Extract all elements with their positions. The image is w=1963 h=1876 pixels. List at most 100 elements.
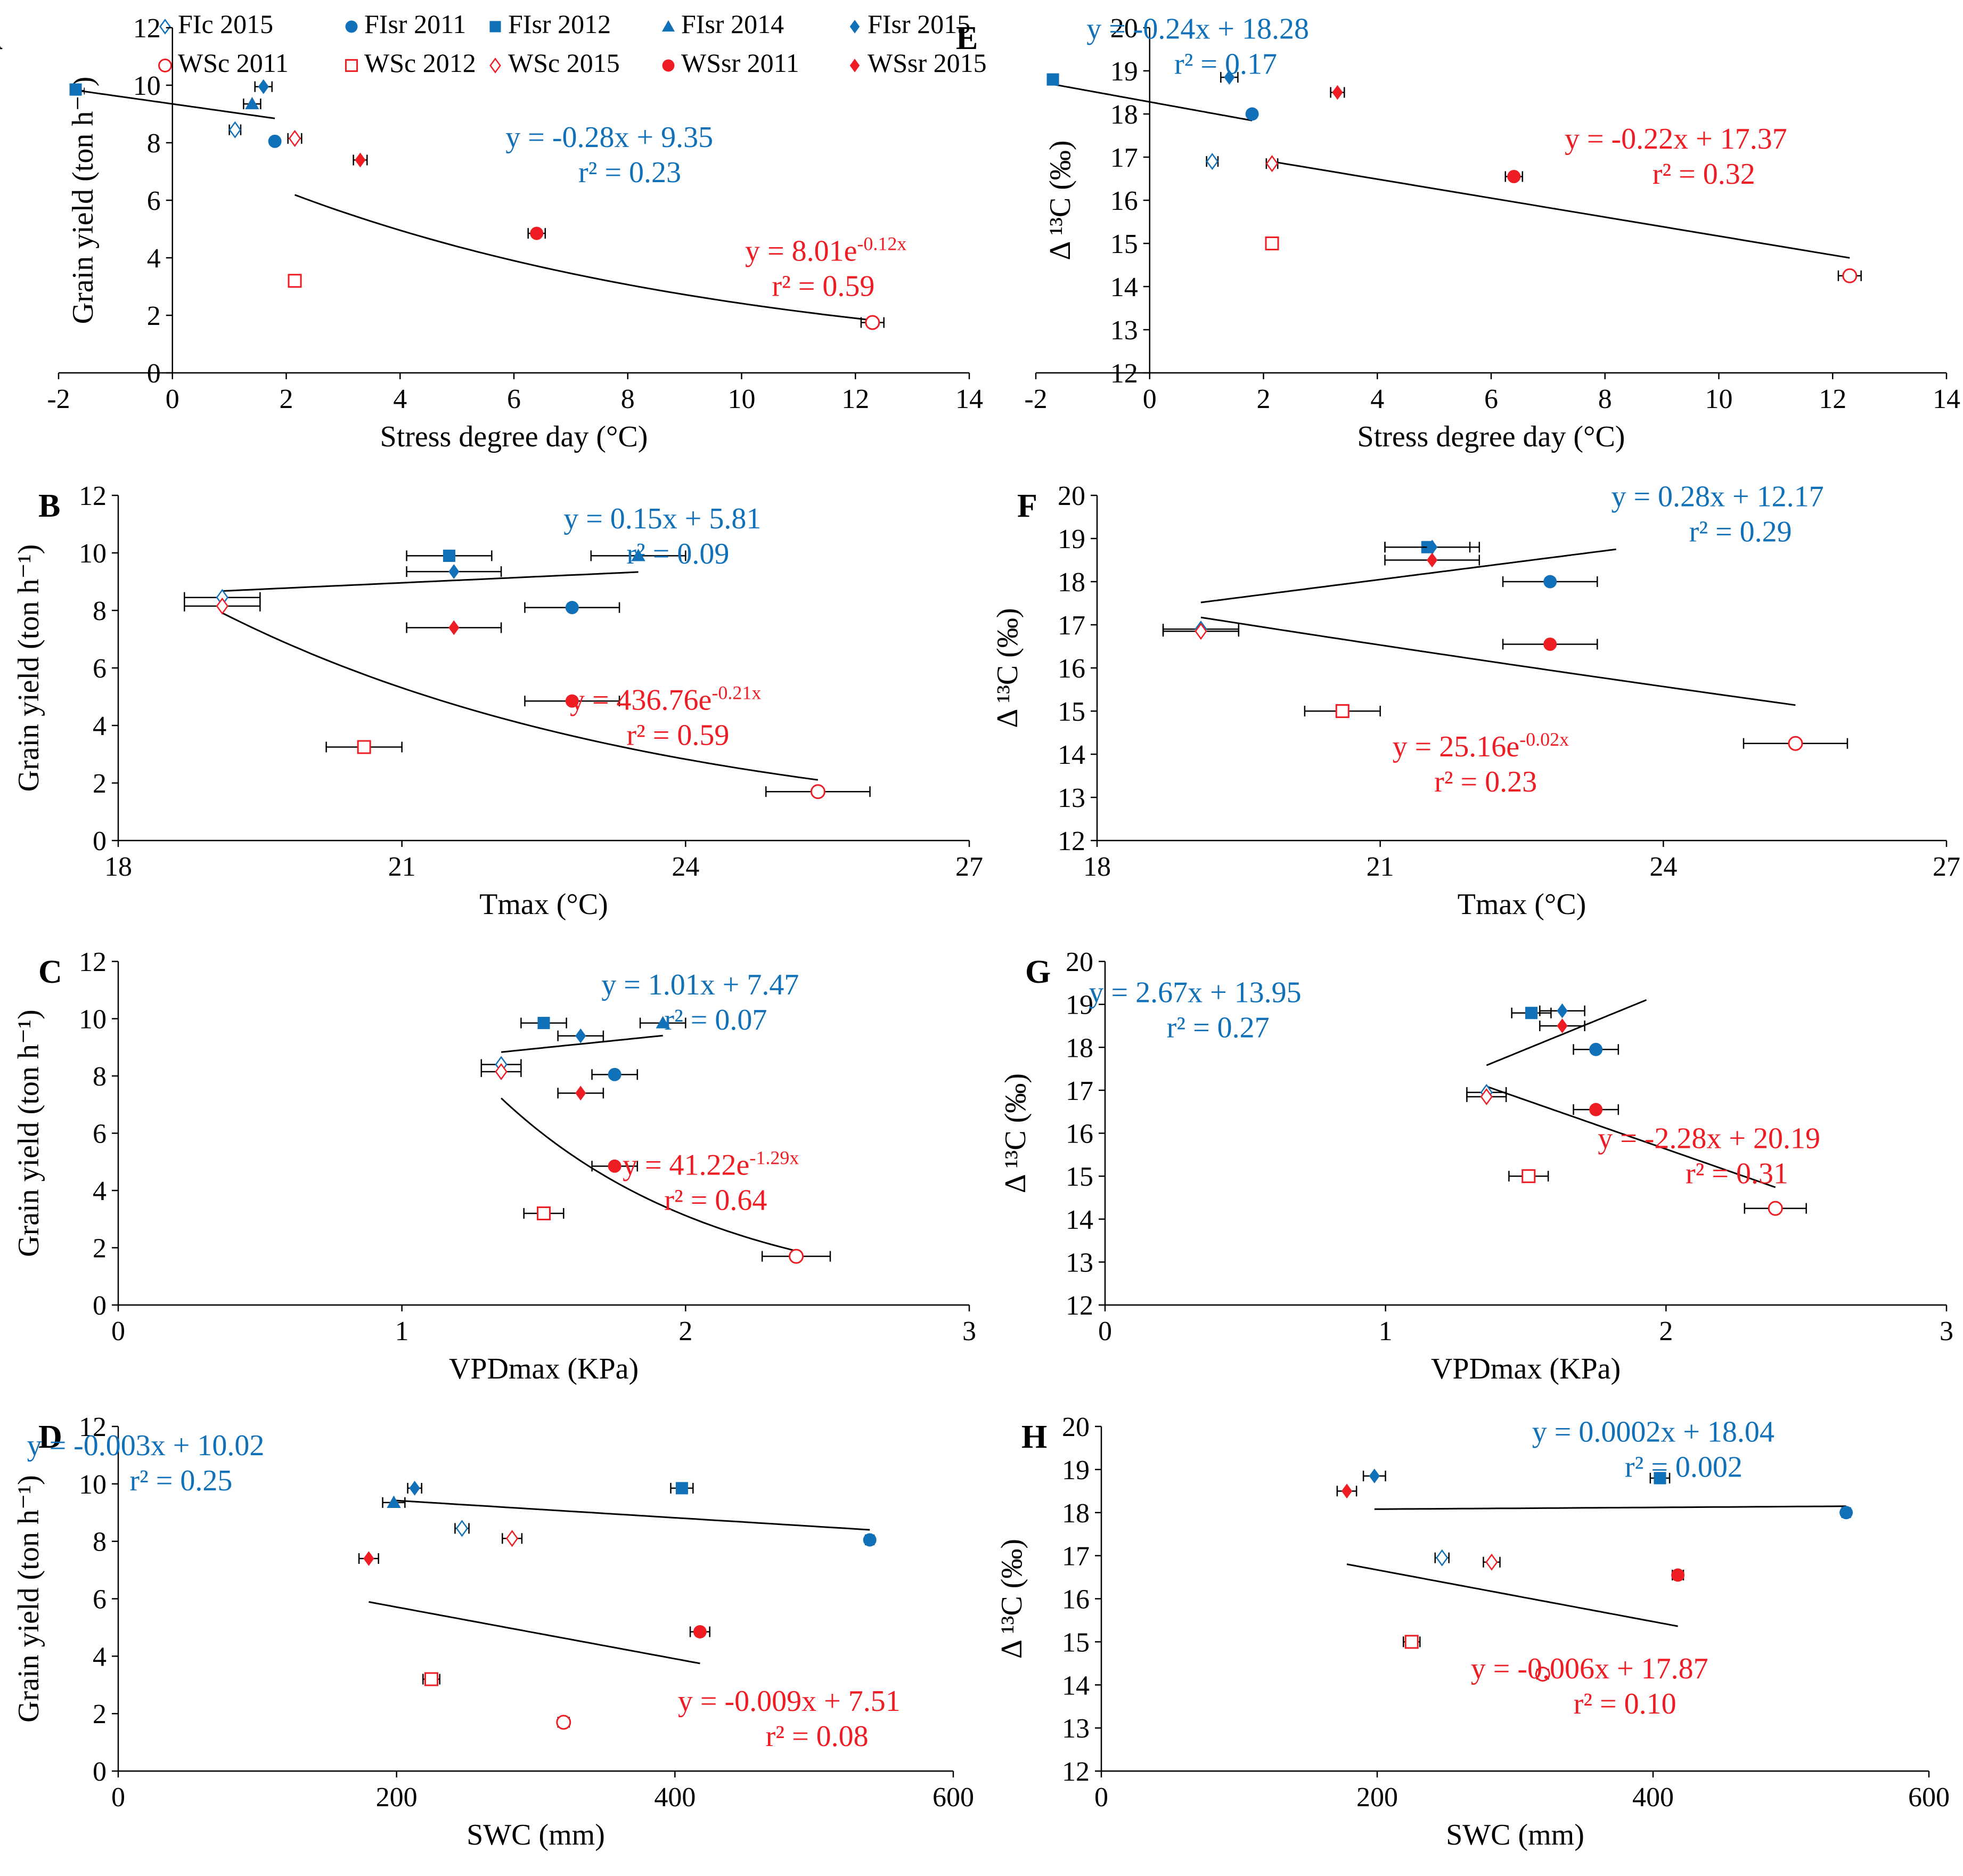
legend-label: FIc 2015 [178, 9, 273, 39]
x-tick-label: 400 [1632, 1782, 1674, 1813]
legend-marker-circle-open-icon [158, 59, 172, 72]
y-tick-label: 20 [1058, 481, 1085, 511]
legend-marker-diamond-icon [849, 20, 860, 34]
marker-diamond-open-icon [1265, 155, 1279, 173]
y-tick-label: 0 [93, 826, 107, 857]
y-tick-label: 19 [1066, 990, 1093, 1021]
marker-circle-icon [1543, 575, 1557, 589]
y-tick-label: 12 [133, 13, 161, 44]
data-point-wsc-2015 [184, 597, 261, 615]
marker-square-icon [537, 1017, 550, 1030]
data-point-fisr-2012 [1046, 73, 1059, 86]
x-tick-label: 0 [1143, 384, 1157, 414]
y-tick-label: 14 [1058, 740, 1085, 770]
data-point-wsc-2011 [765, 784, 871, 800]
data-point-wssr-2015 [1336, 1483, 1357, 1499]
x-tick-label: 4 [1370, 384, 1384, 414]
legend-marker-diamond-icon [849, 59, 860, 72]
x-tick-label: 1 [395, 1316, 409, 1347]
y-tick-label: 6 [147, 186, 161, 216]
panel-e: E -2 0 2 4 6 8 10 12 14 12 13 14 15 16 17 18 19 20 Stress d… [956, 12, 1960, 453]
marker-diamond-icon [1557, 1003, 1568, 1018]
marker-circle-open-icon [810, 784, 825, 800]
y-tick-label: 15 [1066, 1162, 1093, 1192]
marker-circle-icon [1507, 169, 1521, 183]
legend-entry-wssr-2011: WSsr 2011 [662, 48, 799, 78]
marker-diamond-open-icon [455, 1520, 469, 1537]
x-axis-label: SWC (mm) [1446, 1818, 1584, 1851]
r-squared-2: r² = 0.23 [1434, 765, 1537, 798]
data-point-wsc-2012 [325, 740, 403, 754]
marker-circle-icon [608, 1067, 621, 1081]
x-tick-label: 400 [654, 1782, 696, 1813]
y-tick-label: 14 [1110, 272, 1138, 303]
marker-square-icon [443, 549, 455, 562]
y-tick-label: 4 [147, 243, 161, 274]
equation-1: y = -0.003x + 10.02 [27, 1429, 265, 1462]
legend-marker-square-icon [489, 21, 501, 32]
trend-line-2 [1272, 160, 1850, 259]
marker-square-open-icon [288, 274, 302, 288]
x-tick-label: 8 [621, 384, 635, 414]
equation-1: y = 0.28x + 12.17 [1611, 480, 1823, 513]
marker-circle-icon [1245, 107, 1259, 121]
marker-circle-icon [565, 601, 579, 615]
r-squared-1: r² = 0.27 [1167, 1012, 1270, 1045]
x-axis-label: VPDmax (KPa) [1431, 1352, 1621, 1385]
trend-line-1 [1486, 999, 1647, 1066]
legend-label: WSc 2011 [178, 48, 289, 78]
y-tick-label: 2 [93, 1699, 107, 1730]
equation-2: y = -0.006x + 17.87 [1471, 1652, 1708, 1685]
data-point-wsc-2011 [1535, 1667, 1550, 1682]
data-point-wssr-2011 [1573, 1103, 1620, 1116]
marker-triangle-icon [631, 549, 645, 561]
data-point-wssr-2015 [1330, 85, 1345, 100]
x-tick-label: 18 [1083, 852, 1111, 882]
r-squared-2: r² = 0.10 [1574, 1687, 1676, 1720]
marker-diamond-open-icon [505, 1530, 519, 1547]
y-axis-label: Grain yield (ton h⁻¹) [12, 1009, 45, 1257]
r-squared-2: r² = 0.64 [664, 1184, 767, 1217]
panel-label: G [1025, 954, 1051, 990]
equation-2: y = 8.01e-0.12x [745, 233, 906, 267]
y-tick-label: 12 [1058, 826, 1085, 857]
marker-diamond-icon [1427, 552, 1438, 568]
y-axis-label: Δ ¹³C (‰) [1044, 140, 1077, 260]
equation-2: y = -0.009x + 7.51 [678, 1685, 901, 1718]
y-axis-label: Δ ¹³C (‰) [991, 608, 1024, 728]
y-tick-label: 10 [79, 1470, 107, 1500]
marker-circle-open-icon [556, 1715, 571, 1730]
marker-diamond-icon [409, 1481, 420, 1496]
marker-circle-open-icon [1788, 736, 1803, 751]
marker-diamond-open-icon [288, 129, 301, 147]
data-point-fisr-2015 [1362, 1469, 1386, 1483]
data-point-wsc-2012 [1402, 1635, 1421, 1649]
marker-diamond-open-icon [1480, 1088, 1493, 1106]
marker-diamond-icon [1369, 1469, 1380, 1483]
equation-2: y = 25.16e-0.02x [1393, 729, 1569, 763]
y-tick-label: 8 [93, 596, 107, 626]
y-tick-label: 12 [79, 947, 107, 977]
x-tick-label: 10 [1705, 384, 1733, 414]
legend-label: FIsr 2015 [868, 9, 970, 39]
r-squared-1: r² = 0.002 [1625, 1450, 1743, 1483]
data-point-fic-2015 [1206, 153, 1219, 170]
y-tick-label: 16 [1110, 186, 1138, 216]
panel-h: H 0 200 400 600 12 13 14 15 16 17 18 19 20 SWC (mm) Δ ¹… [995, 1412, 1950, 1851]
marker-square-open-icon [536, 1206, 551, 1221]
legend-entry-fisr-2011: FIsr 2011 [345, 9, 466, 39]
data-point-wsc-2011 [556, 1715, 571, 1730]
x-tick-label: 600 [933, 1782, 974, 1813]
panel-f: F 18 21 24 27 12 13 14 15 16 17 18 19 20 Tmax (°C) Δ ¹³… [991, 480, 1960, 921]
marker-circle-open-icon [1768, 1201, 1783, 1216]
y-tick-label: 12 [1062, 1757, 1090, 1787]
data-point-fic-2015 [1434, 1549, 1450, 1567]
r-squared-1: r² = 0.07 [664, 1004, 767, 1037]
marker-circle-icon [1543, 637, 1557, 651]
x-axis-label: VPDmax (KPa) [449, 1352, 639, 1385]
legend-entry-fisr-2014: FIsr 2014 [661, 9, 784, 39]
x-tick-label: 14 [955, 384, 983, 414]
y-tick-label: 15 [1062, 1627, 1090, 1658]
data-point-wsc-2011 [1744, 1201, 1807, 1216]
legend-entry-fisr-2015: FIsr 2015 [849, 9, 970, 39]
